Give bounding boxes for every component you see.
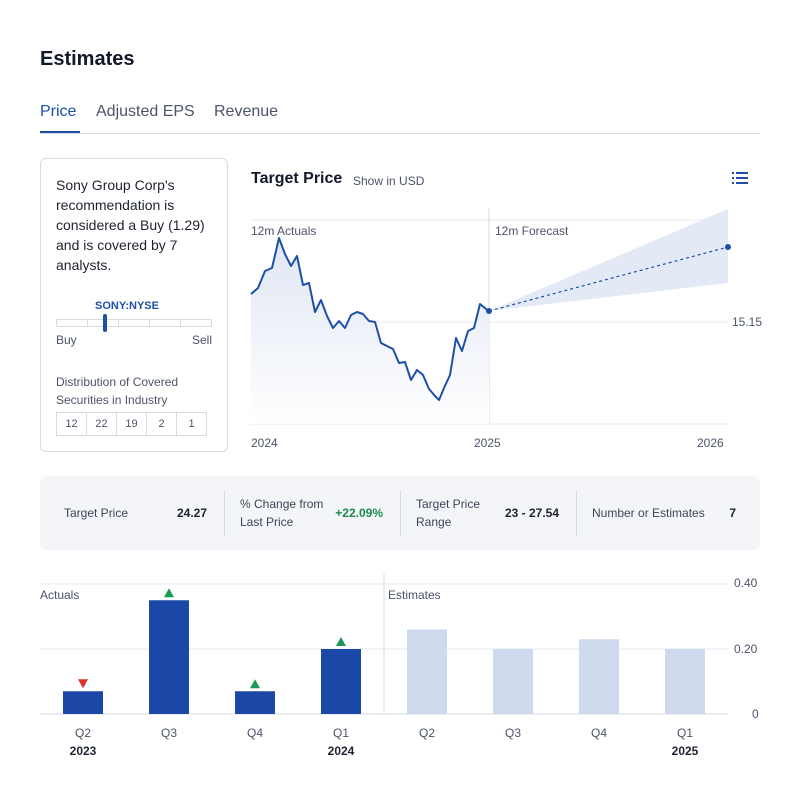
x-label-2026: 2026 xyxy=(697,436,724,450)
list-icon[interactable] xyxy=(731,170,749,186)
estimate-bar[interactable] xyxy=(665,649,705,714)
stat-value: 23 - 27.54 xyxy=(504,506,559,520)
estimate-bar[interactable] xyxy=(579,639,619,714)
forecast-range-band xyxy=(489,209,728,311)
stat-label: Target Price xyxy=(64,506,129,520)
page-title: Estimates xyxy=(40,48,135,70)
x-tick-label: Q4 xyxy=(247,726,263,740)
target-price-title: Target Price xyxy=(251,170,343,187)
beat-arrow-icon xyxy=(250,679,260,689)
distribution-row: 12 22 19 2 1 xyxy=(56,412,207,436)
stat-label: Target Price Range xyxy=(416,497,481,529)
actuals-section-label: Actuals xyxy=(40,588,79,602)
distribution-title: Distribution of Covered Securities in In… xyxy=(56,375,179,407)
actual-bar[interactable] xyxy=(235,691,275,714)
tab-bar: Price Adjusted EPS Revenue xyxy=(40,100,760,134)
x-tick-label: Q3 xyxy=(505,726,521,740)
stat-value: 7 xyxy=(729,506,736,520)
forecast-line xyxy=(488,246,729,312)
tab-price[interactable]: Price xyxy=(40,103,77,120)
eps-bar-chart: Actuals Estimates 0.40 0.20 0 Q2 2023 Q3 Q4… xyxy=(40,574,759,758)
estimate-bar[interactable] xyxy=(493,649,533,714)
y-tick-label: 0 xyxy=(752,707,759,721)
active-tab-indicator xyxy=(40,131,80,133)
ticker-label: SONY:NYSE xyxy=(95,300,159,312)
scale-sell-label: Sell xyxy=(191,333,212,347)
distribution-cell: 22 xyxy=(86,412,117,436)
stat-value: 24.27 xyxy=(176,506,207,520)
actual-bar[interactable] xyxy=(63,691,103,714)
distribution-cell: 2 xyxy=(146,412,177,436)
y-tick-label: 0.20 xyxy=(734,642,758,656)
target-price-chart: 12m Actuals 12m Forecast 15.15 2024 2025… xyxy=(250,208,762,450)
x-tick-label: Q4 xyxy=(591,726,607,740)
x-label-2025: 2025 xyxy=(474,436,501,450)
distribution-cell: 19 xyxy=(116,412,147,436)
forecast-target-point xyxy=(725,244,731,250)
scale-buy-label: Buy xyxy=(56,333,77,347)
tab-adjusted-eps[interactable]: Adjusted EPS xyxy=(96,103,195,120)
tab-revenue[interactable]: Revenue xyxy=(214,103,279,120)
stat-label: Number or Estimates xyxy=(592,506,705,520)
x-tick-label: Q1 xyxy=(677,726,693,740)
year-label: 2025 xyxy=(672,744,699,758)
estimates-section-label: Estimates xyxy=(388,588,441,602)
year-label: 2023 xyxy=(70,744,97,758)
currency-toggle[interactable]: Show in USD xyxy=(353,174,425,188)
stats-bar: Target Price 24.27 % Change from Last Pr… xyxy=(40,476,760,550)
distribution-cell: 1 xyxy=(176,412,207,436)
estimate-bar[interactable] xyxy=(407,629,447,715)
x-tick-label: Q1 xyxy=(333,726,349,740)
price-level-label: 15.15 xyxy=(732,315,762,329)
x-tick-label: Q2 xyxy=(75,726,91,740)
x-tick-label: Q2 xyxy=(419,726,435,740)
current-price-point xyxy=(486,308,492,314)
miss-arrow-icon xyxy=(78,679,88,689)
recommendation-text: Sony Group Corp's recommendation is cons… xyxy=(56,177,205,273)
beat-arrow-icon xyxy=(336,637,346,646)
actual-bar[interactable] xyxy=(321,649,361,714)
x-label-2024: 2024 xyxy=(251,436,278,450)
distribution-cell: 12 xyxy=(56,412,87,436)
x-tick-label: Q3 xyxy=(161,726,177,740)
stat-value: +22.09% xyxy=(335,506,383,520)
forecast-label: 12m Forecast xyxy=(495,224,569,238)
actuals-area xyxy=(251,238,489,424)
y-tick-label: 0.40 xyxy=(734,576,758,590)
year-label: 2024 xyxy=(328,744,355,758)
actuals-line xyxy=(250,237,490,401)
rating-marker xyxy=(103,314,108,332)
beat-arrow-icon xyxy=(164,588,174,598)
rating-scale xyxy=(56,319,212,327)
actual-bar[interactable] xyxy=(149,600,189,714)
actuals-label: 12m Actuals xyxy=(251,224,316,238)
stat-label: % Change from Last Price xyxy=(240,497,324,529)
recommendation-card: Sony Group Corp's recommendation is cons… xyxy=(40,158,228,452)
